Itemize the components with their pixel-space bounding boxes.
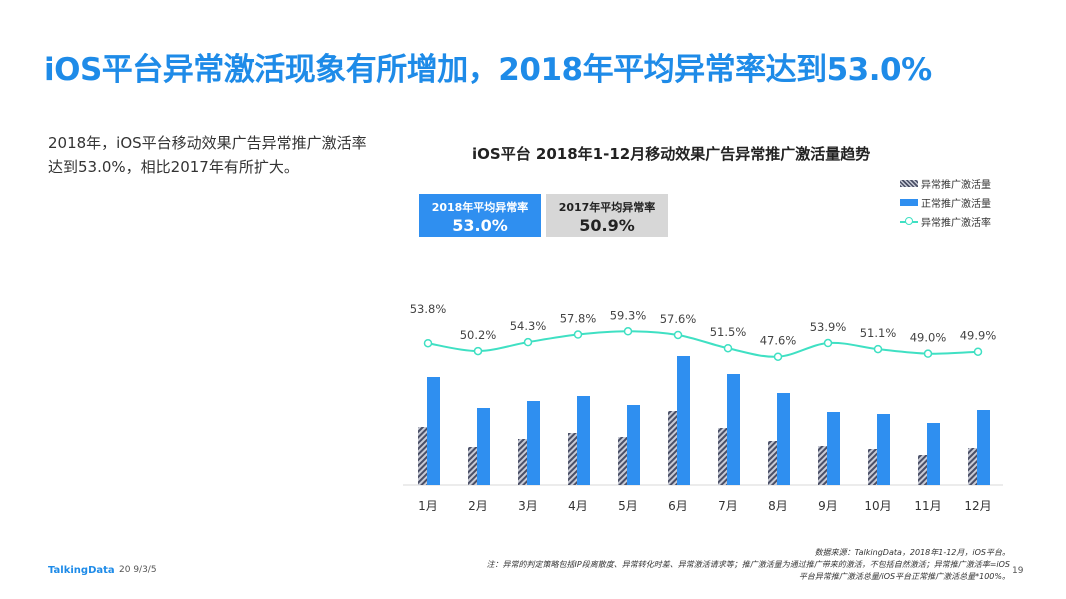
bar-abnormal-volume (968, 448, 977, 485)
footer-date: 20 9/3/5 (119, 565, 157, 575)
x-tick-label: 10月 (864, 499, 891, 513)
rate-point (623, 327, 633, 336)
rate-data-label: 51.1% (860, 326, 897, 340)
note-line-1: 注：异常的判定策略包括IP段离散度、异常转化时差、异常激活请求等；推广激活量为通… (486, 560, 1010, 569)
bar-normal-volume (927, 423, 940, 485)
chart-legend: 异常推广激活量 正常推广激活量 异常推广激活率 (900, 174, 991, 231)
x-tick-label: 6月 (668, 499, 688, 513)
x-tick-label: 4月 (568, 499, 588, 513)
x-tick-label: 2月 (468, 499, 488, 513)
rate-data-label: 50.2% (460, 328, 497, 342)
bar-abnormal-volume (568, 433, 577, 485)
x-tick-label: 11月 (914, 499, 941, 513)
legend-swatch-hatched (900, 180, 918, 187)
rate-data-label: 47.6% (760, 334, 797, 348)
badge-2018-value: 53.0% (452, 216, 508, 235)
rate-point (823, 338, 833, 348)
bar-normal-volume (627, 405, 640, 485)
page-number: 19 (1012, 566, 1024, 576)
bar-abnormal-volume (818, 446, 827, 485)
source-line: 数据来源：TalkingData，2018年1-12月，iOS平台。 (814, 548, 1010, 557)
bar-normal-volume (477, 408, 490, 485)
rate-data-label: 57.8% (560, 312, 597, 326)
note-line-2: 平台异常推广激活总量/iOS平台正常推广激活总量*100%。 (798, 572, 1010, 581)
legend-swatch-line (900, 217, 918, 226)
rate-data-label: 51.5% (710, 325, 747, 339)
bar-normal-volume (877, 414, 890, 485)
legend-item-normal-volume: 正常推广激活量 (900, 193, 991, 212)
badge-2018-label: 2018年平均异常率 (431, 201, 529, 214)
bar-normal-volume (677, 356, 690, 485)
bar-abnormal-volume (718, 428, 727, 485)
bar-normal-volume (577, 396, 590, 485)
x-tick-label: 5月 (618, 499, 638, 513)
x-tick-label: 7月 (718, 499, 738, 513)
description-text: 2018年，iOS平台移动效果广告异常推广激活率达到53.0%，相比2017年有… (48, 134, 367, 176)
rate-point (773, 352, 783, 361)
x-tick-label: 1月 (418, 499, 438, 513)
badge-2017-average: 2017年平均异常率 50.9% (546, 194, 668, 237)
bar-normal-volume (977, 410, 990, 485)
rate-point (723, 343, 733, 353)
legend-item-abnormal-rate: 异常推广激活率 (900, 212, 991, 231)
bar-abnormal-volume (418, 427, 427, 485)
bar-abnormal-volume (868, 449, 877, 485)
x-tick-label: 12月 (964, 499, 991, 513)
rate-point (473, 346, 483, 356)
bar-normal-volume (777, 393, 790, 485)
rate-point (873, 344, 883, 354)
talkingdata-logo: TalkingData (48, 565, 115, 576)
rate-data-label: 49.0% (910, 331, 947, 345)
legend-item-abnormal-volume: 异常推广激活量 (900, 174, 991, 193)
x-tick-label: 8月 (768, 499, 788, 513)
x-tick-label: 3月 (518, 499, 538, 513)
bar-abnormal-volume (518, 439, 527, 485)
legend-label: 异常推广激活率 (921, 218, 991, 229)
rate-point (973, 347, 983, 356)
bar-normal-volume (827, 412, 840, 485)
chart-title: iOS平台 2018年1-12月移动效果广告异常推广激活量趋势 (472, 145, 871, 163)
legend-label: 异常推广激活量 (921, 180, 991, 191)
rate-data-label: 53.8% (410, 302, 447, 316)
bar-abnormal-volume (468, 447, 477, 485)
rate-data-label: 57.6% (660, 312, 697, 326)
rate-data-label: 53.9% (810, 320, 847, 334)
bar-abnormal-volume (918, 455, 927, 485)
rate-data-label: 49.9% (960, 329, 997, 343)
bar-normal-volume (527, 401, 540, 485)
bar-abnormal-volume (668, 411, 677, 485)
bar-normal-volume (427, 377, 440, 485)
bar-abnormal-volume (618, 437, 627, 485)
bar-normal-volume (727, 374, 740, 485)
legend-label: 正常推广激活量 (921, 199, 991, 210)
rate-point (673, 330, 683, 340)
x-tick-label: 9月 (818, 499, 838, 513)
badge-2017-value: 50.9% (579, 216, 635, 235)
page-title: iOS平台异常激活现象有所增加，2018年平均异常率达到53.0% (44, 52, 932, 88)
legend-swatch-blue (900, 199, 918, 206)
rate-point (423, 338, 433, 348)
footer-source: 数据来源：TalkingData，2018年1-12月，iOS平台。 注：异常的… (370, 547, 1010, 583)
rate-data-label: 54.3% (510, 319, 547, 333)
badge-2017-label: 2017年平均异常率 (558, 201, 656, 214)
rate-data-label: 59.3% (610, 308, 647, 322)
rate-point (573, 330, 583, 339)
bar-abnormal-volume (768, 441, 777, 485)
badge-2018-average: 2018年平均异常率 53.0% (419, 194, 541, 237)
rate-point (523, 337, 533, 347)
rate-point (923, 349, 933, 358)
